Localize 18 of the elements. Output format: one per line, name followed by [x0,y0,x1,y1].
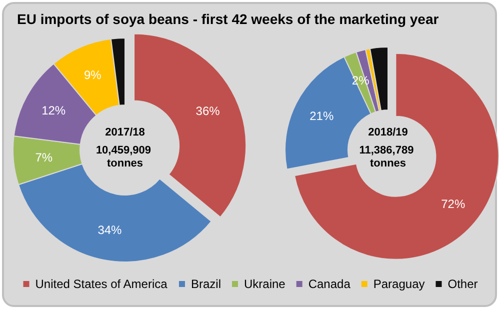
legend-label: Ukraine [244,277,286,291]
legend-label: Brazil [190,277,221,291]
data-label: 34% [98,223,122,238]
legend-label: Canada [308,277,351,291]
legend-label: Other [448,277,478,291]
legend-label: Paraguay [373,277,425,291]
text: 11,386,789 tonnes [359,144,417,170]
data-label: 12% [42,104,66,118]
data-label: 7% [35,150,53,165]
data-label: 9% [84,68,102,82]
text: 10,459,909 tonnes [96,144,154,170]
data-label: 72% [441,196,466,211]
text: 2018/19 [368,126,408,138]
data-label: 21% [310,109,334,124]
legend-label: United States of America [35,277,168,291]
chart-title: EU imports of soya beans - first 42 weeks of the marketing year [17,11,440,27]
text: 2017/18 [105,126,145,138]
data-label: 36% [196,104,220,118]
